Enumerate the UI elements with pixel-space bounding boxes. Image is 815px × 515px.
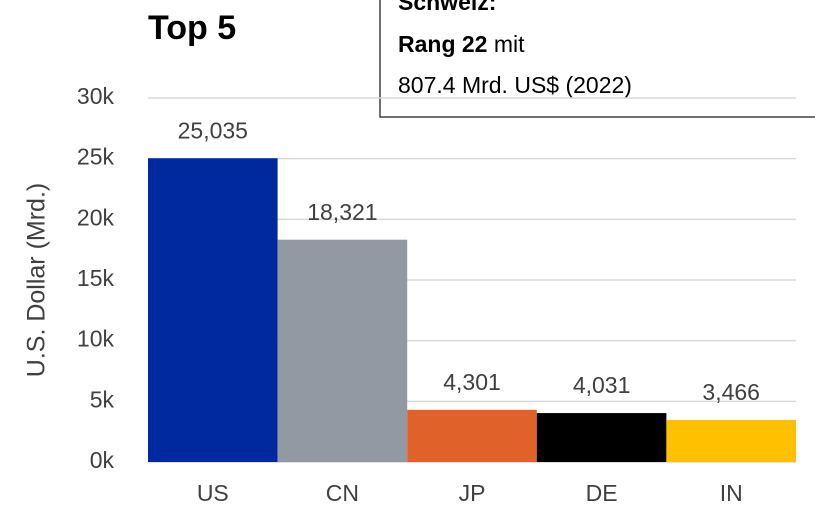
x-tick-label: DE: [586, 480, 618, 506]
y-tick-label: 25k: [77, 144, 115, 170]
x-tick-label: US: [197, 480, 229, 506]
annotation-rank: Rang 22 mit: [398, 31, 525, 57]
bar: [148, 158, 278, 462]
annotation-rank-bold: Rang 22: [398, 31, 487, 57]
y-axis-label: U.S. Dollar (Mrd.): [23, 183, 51, 377]
x-tick-label: JP: [459, 480, 486, 506]
bar: [407, 409, 537, 462]
y-tick-label: 15k: [77, 265, 115, 291]
data-label: 25,035: [178, 117, 248, 143]
annotation-box: [379, 0, 815, 118]
bar: [666, 419, 796, 462]
chart-title: Top 5: [148, 9, 236, 47]
bar: [277, 239, 408, 462]
data-label: 3,466: [702, 379, 760, 405]
annotation-detail: 807.4 Mrd. US$ (2022): [398, 72, 632, 98]
y-tick-label: 20k: [77, 204, 115, 230]
data-label: 4,031: [573, 372, 631, 398]
data-label: 18,321: [307, 199, 377, 225]
annotation-heading: Schweiz:: [398, 0, 496, 15]
data-label: 4,301: [443, 369, 501, 395]
x-tick-label: IN: [720, 480, 743, 506]
y-tick-label: 10k: [77, 326, 115, 352]
y-tick-label: 30k: [77, 83, 115, 109]
y-tick-label: 0k: [90, 447, 115, 473]
x-tick-label: CN: [326, 480, 359, 506]
annotation-rank-suffix: mit: [494, 31, 525, 57]
bar: [536, 413, 667, 462]
y-tick-label: 5k: [90, 386, 115, 412]
